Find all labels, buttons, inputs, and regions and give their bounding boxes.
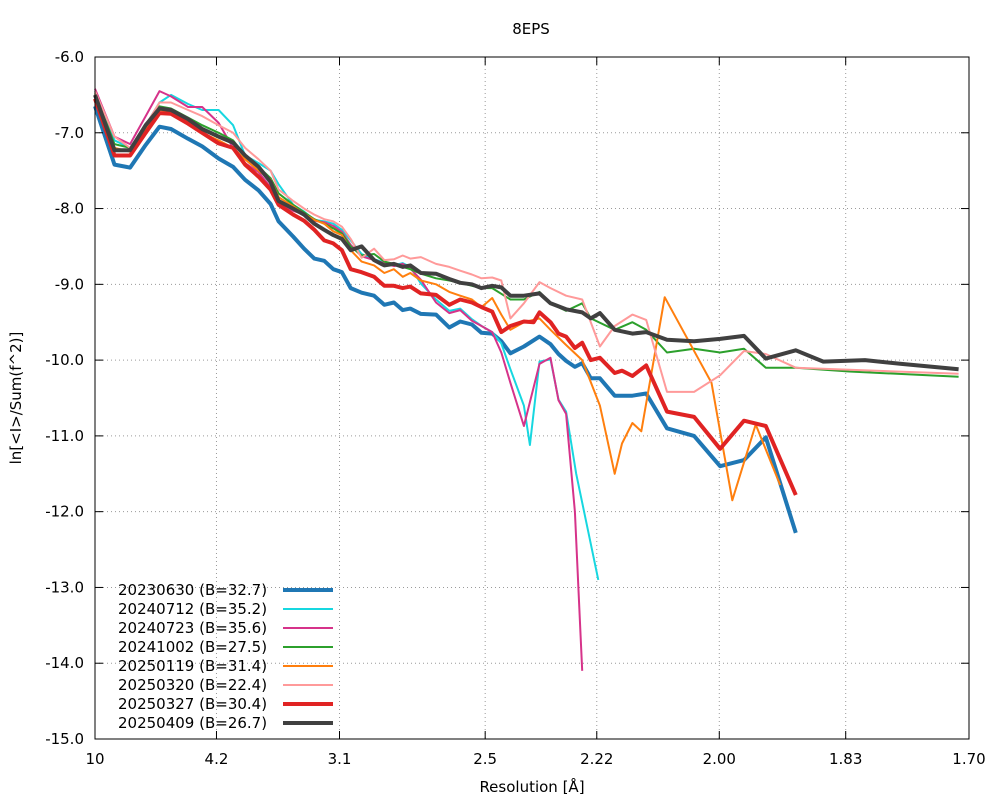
series-line [93,94,959,372]
legend: 20230630 (B=32.7)20240712 (B=35.2)202407… [118,581,333,732]
chart-title: 8EPS [512,20,550,38]
y-tick-label: -6.0 [55,48,84,66]
y-tick-label: -10.0 [45,351,84,369]
legend-label: 20250320 (B=22.4) [118,676,267,694]
y-tick-label: -7.0 [55,124,84,142]
legend-label: 20250409 (B=26.7) [118,714,267,732]
legend-label: 20240723 (B=35.6) [118,619,267,637]
x-axis-label: Resolution [Å] [479,777,584,796]
series-line [94,90,959,393]
legend-label: 20241002 (B=27.5) [118,638,267,656]
legend-label: 20250119 (B=31.4) [118,657,267,675]
y-tick-label: -8.0 [55,200,84,218]
axis-ticks: -6.0 -7.0 -8.0 -9.0 -10.0 -11.0 -12.0 -13.0 -14.… [45,48,986,768]
x-tick-label: 4.2 [205,750,229,768]
legend-label: 20230630 (B=32.7) [118,581,267,599]
x-tick-label: 2.5 [473,750,497,768]
y-tick-label: -9.0 [55,275,84,293]
y-tick-label: -14.0 [45,654,84,672]
legend-label: 20250327 (B=30.4) [118,695,267,713]
series-line [93,105,798,534]
x-tick-label: 10 [85,750,104,768]
x-tick-label: 1.70 [952,750,985,768]
x-tick-label: 2.22 [580,750,613,768]
y-tick-label: -11.0 [45,427,84,445]
series-lines [93,88,959,671]
legend-label: 20240712 (B=35.2) [118,600,267,618]
y-axis-label: ln[<I>/Sum(f^2)] [7,332,25,465]
x-tick-label: 1.83 [829,750,862,768]
x-tick-label: 2.00 [703,750,736,768]
y-tick-label: -12.0 [45,503,84,521]
plot-frame [94,56,970,740]
x-tick-label: 3.1 [328,750,352,768]
series-line [93,98,798,496]
y-tick-label: -15.0 [45,730,84,748]
y-tick-label: -13.0 [45,578,84,596]
